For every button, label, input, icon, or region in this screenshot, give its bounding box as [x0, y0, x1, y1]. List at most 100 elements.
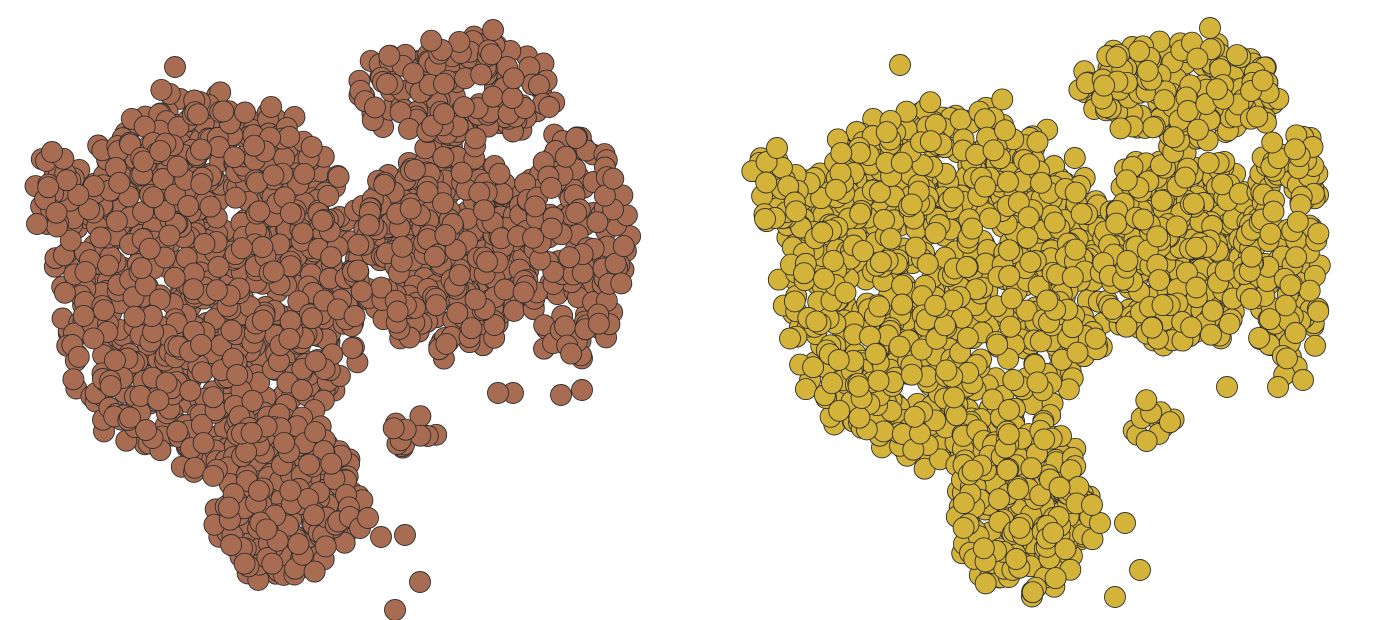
scatter-point [399, 197, 422, 220]
scatter-point [571, 379, 593, 401]
scatter-point [217, 496, 240, 519]
scatter-point [1008, 516, 1031, 539]
scatter-point [830, 142, 853, 165]
scatter-point [311, 209, 334, 232]
scatter-point [416, 181, 439, 204]
scatter-point [811, 221, 834, 244]
scatter-point [919, 91, 942, 114]
scatter-point [1105, 212, 1128, 235]
scatter-point [320, 246, 343, 269]
scatter-point [391, 235, 414, 258]
scatter-point [793, 262, 815, 285]
scatter-point [248, 200, 271, 223]
scatter-point [450, 161, 473, 184]
scatter-point [961, 459, 984, 482]
scatter-point [105, 210, 128, 233]
scatter-point [220, 534, 243, 556]
scatter-point [981, 388, 1004, 411]
scatter-point [241, 389, 264, 412]
scatter-point [234, 101, 256, 124]
scatter-point [370, 526, 392, 548]
scatter-point [480, 43, 503, 66]
scatter-point [956, 326, 979, 349]
scatter-point [979, 207, 1002, 230]
scatter-point [1061, 266, 1084, 289]
scatter-point [163, 266, 186, 289]
scatter-point [972, 537, 995, 560]
scatter-point [1279, 274, 1302, 297]
scatter-point [123, 305, 146, 328]
scatter-point [26, 213, 48, 235]
scatter-point [1142, 116, 1164, 139]
scatter-point [891, 274, 914, 297]
scatter-point [1070, 202, 1093, 225]
scatter-point [364, 96, 386, 119]
scatter-point [327, 165, 350, 188]
scatter-point [766, 137, 788, 159]
scatter-point [476, 250, 498, 273]
scatter-point [1275, 347, 1298, 370]
scatter-point [1066, 341, 1089, 364]
scatter-point [483, 314, 506, 336]
scatter-point [1135, 430, 1158, 452]
scatter-point [164, 56, 186, 78]
scatter-point [560, 342, 583, 365]
scatter-point [74, 260, 97, 283]
scatter-point [1153, 89, 1176, 112]
scatter-point [1043, 211, 1066, 234]
scatter-point [53, 281, 76, 304]
scatter-point [433, 103, 455, 126]
scatter-point [132, 150, 155, 173]
scatter-point [341, 337, 364, 359]
scatter-point [502, 67, 525, 90]
scatter-point [1307, 222, 1330, 245]
scatter-point [384, 599, 406, 620]
scatter-point [890, 151, 913, 174]
scatter-point [59, 229, 82, 252]
scatter-point [226, 364, 249, 386]
scatter-point [230, 237, 253, 260]
scatter-point [347, 259, 369, 282]
scatter-point [235, 440, 258, 463]
scatter-point [357, 214, 380, 236]
scatter-point [481, 85, 504, 108]
scatter-point [104, 349, 126, 372]
scatter-point [166, 420, 189, 443]
scatter-point [1017, 206, 1040, 229]
scatter-point [586, 211, 609, 234]
scatter-point [550, 384, 572, 406]
scatter-point [212, 100, 235, 123]
scatter-point [45, 201, 68, 224]
scatter-point [869, 251, 892, 274]
scatter-point [1239, 288, 1262, 310]
scatter-point [433, 72, 455, 95]
scatter-point [540, 217, 563, 240]
scatter-point [464, 288, 487, 311]
scatter-point [343, 305, 366, 328]
scatter-point [1007, 478, 1030, 501]
scatter-point [1304, 334, 1327, 357]
scatter-point [1093, 74, 1116, 97]
scatter-point [1180, 316, 1203, 339]
scatter-point [558, 246, 581, 269]
scatter-point [1240, 245, 1263, 268]
scatter-point [278, 327, 301, 350]
scatter-point [303, 560, 326, 583]
scatter-point [202, 386, 225, 409]
scatter-point [62, 368, 85, 391]
scatter-point [1021, 581, 1044, 604]
scatter-point [919, 130, 942, 153]
scatter-point [394, 524, 416, 546]
scatter-point [827, 349, 850, 371]
scatter-point [1135, 389, 1158, 412]
scatter-point [1258, 308, 1281, 331]
scatter-point [1148, 269, 1171, 292]
scatter-point [233, 552, 256, 575]
scatter-point [1216, 376, 1238, 398]
scatter-point [955, 256, 978, 279]
scatter-panel-right [690, 0, 1380, 620]
scatter-point [1262, 200, 1285, 223]
scatter-point [149, 140, 172, 163]
scatter-point [452, 96, 475, 119]
scatter-point [1000, 287, 1023, 310]
